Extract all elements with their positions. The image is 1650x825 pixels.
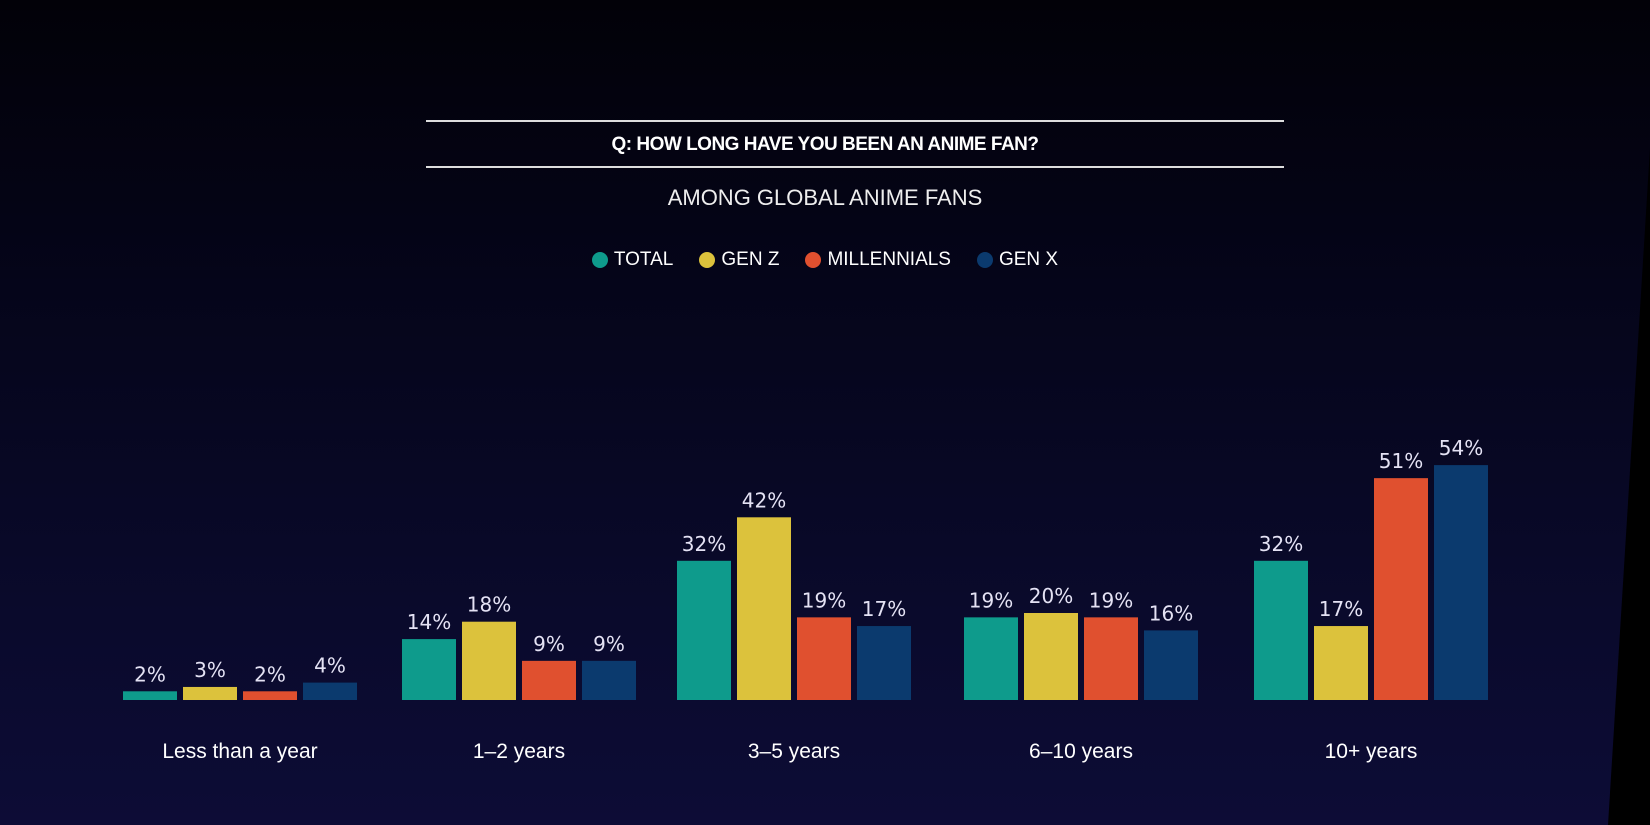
- legend-swatch: [591, 252, 608, 268]
- bar: [857, 626, 911, 700]
- data-label: 19%: [802, 588, 846, 612]
- data-label: 9%: [593, 632, 625, 656]
- data-label: 14%: [407, 610, 451, 634]
- data-label: 17%: [862, 597, 906, 621]
- chart-title: Q: HOW LONG HAVE YOU BEEN AN ANIME FAN?: [611, 134, 1039, 155]
- legend-item: GEN X: [976, 249, 1059, 271]
- legend: TOTAL GEN Z MILLENNIALS GEN X: [0, 249, 1650, 271]
- bar: [582, 660, 636, 700]
- bar: [1254, 560, 1308, 700]
- data-label: 2%: [254, 662, 286, 686]
- data-label: 3%: [194, 658, 226, 682]
- top-rule: [426, 120, 1284, 122]
- bar: [243, 691, 297, 700]
- legend-item: TOTAL: [591, 249, 674, 271]
- chart-subtitle: AMONG GLOBAL ANIME FANS: [667, 185, 983, 210]
- data-label: 54%: [1439, 436, 1483, 460]
- category-label: 6–10 years: [1029, 740, 1133, 763]
- bar: [737, 517, 791, 700]
- bar: [183, 686, 237, 700]
- legend-swatch: [976, 252, 993, 268]
- bar: [1434, 465, 1488, 700]
- bar: [1374, 478, 1428, 700]
- bar: [677, 560, 731, 700]
- data-label: 18%: [467, 593, 511, 617]
- bottom-rule: [426, 166, 1284, 168]
- category-label: 1–2 years: [473, 740, 565, 763]
- legend-label: TOTAL: [613, 249, 674, 270]
- data-label: 4%: [314, 654, 346, 678]
- bar: [522, 660, 576, 700]
- data-label: 32%: [1259, 532, 1303, 556]
- data-label: 9%: [533, 632, 565, 656]
- legend-label: GEN X: [998, 249, 1059, 270]
- legend-item: GEN Z: [699, 249, 779, 271]
- data-label: 20%: [1029, 584, 1073, 608]
- data-label: 17%: [1319, 597, 1363, 621]
- legend-swatch: [699, 252, 716, 268]
- data-label: 19%: [969, 588, 1013, 612]
- data-label: 16%: [1149, 601, 1193, 625]
- bar: [1024, 613, 1078, 700]
- data-label: 42%: [742, 488, 786, 512]
- bar: [797, 617, 851, 700]
- category-label: 3–5 years: [748, 740, 840, 763]
- data-label: 19%: [1089, 588, 1133, 612]
- bar: [402, 639, 456, 700]
- data-label: 2%: [134, 662, 166, 686]
- legend-label: MILLENNIALS: [827, 249, 951, 270]
- legend-item: MILLENNIALS: [805, 249, 951, 271]
- bar: [1144, 630, 1198, 700]
- bar: [1084, 617, 1138, 700]
- bar: [1314, 626, 1368, 700]
- bar: [462, 621, 516, 700]
- bar: [303, 682, 357, 700]
- legend-label: GEN Z: [721, 249, 780, 270]
- category-label: 10+ years: [1325, 740, 1418, 763]
- legend-swatch: [805, 252, 822, 268]
- data-label: 32%: [682, 532, 726, 556]
- bar: [123, 691, 177, 700]
- category-label: Less than a year: [162, 740, 317, 763]
- data-label: 51%: [1379, 449, 1423, 473]
- bar: [964, 617, 1018, 700]
